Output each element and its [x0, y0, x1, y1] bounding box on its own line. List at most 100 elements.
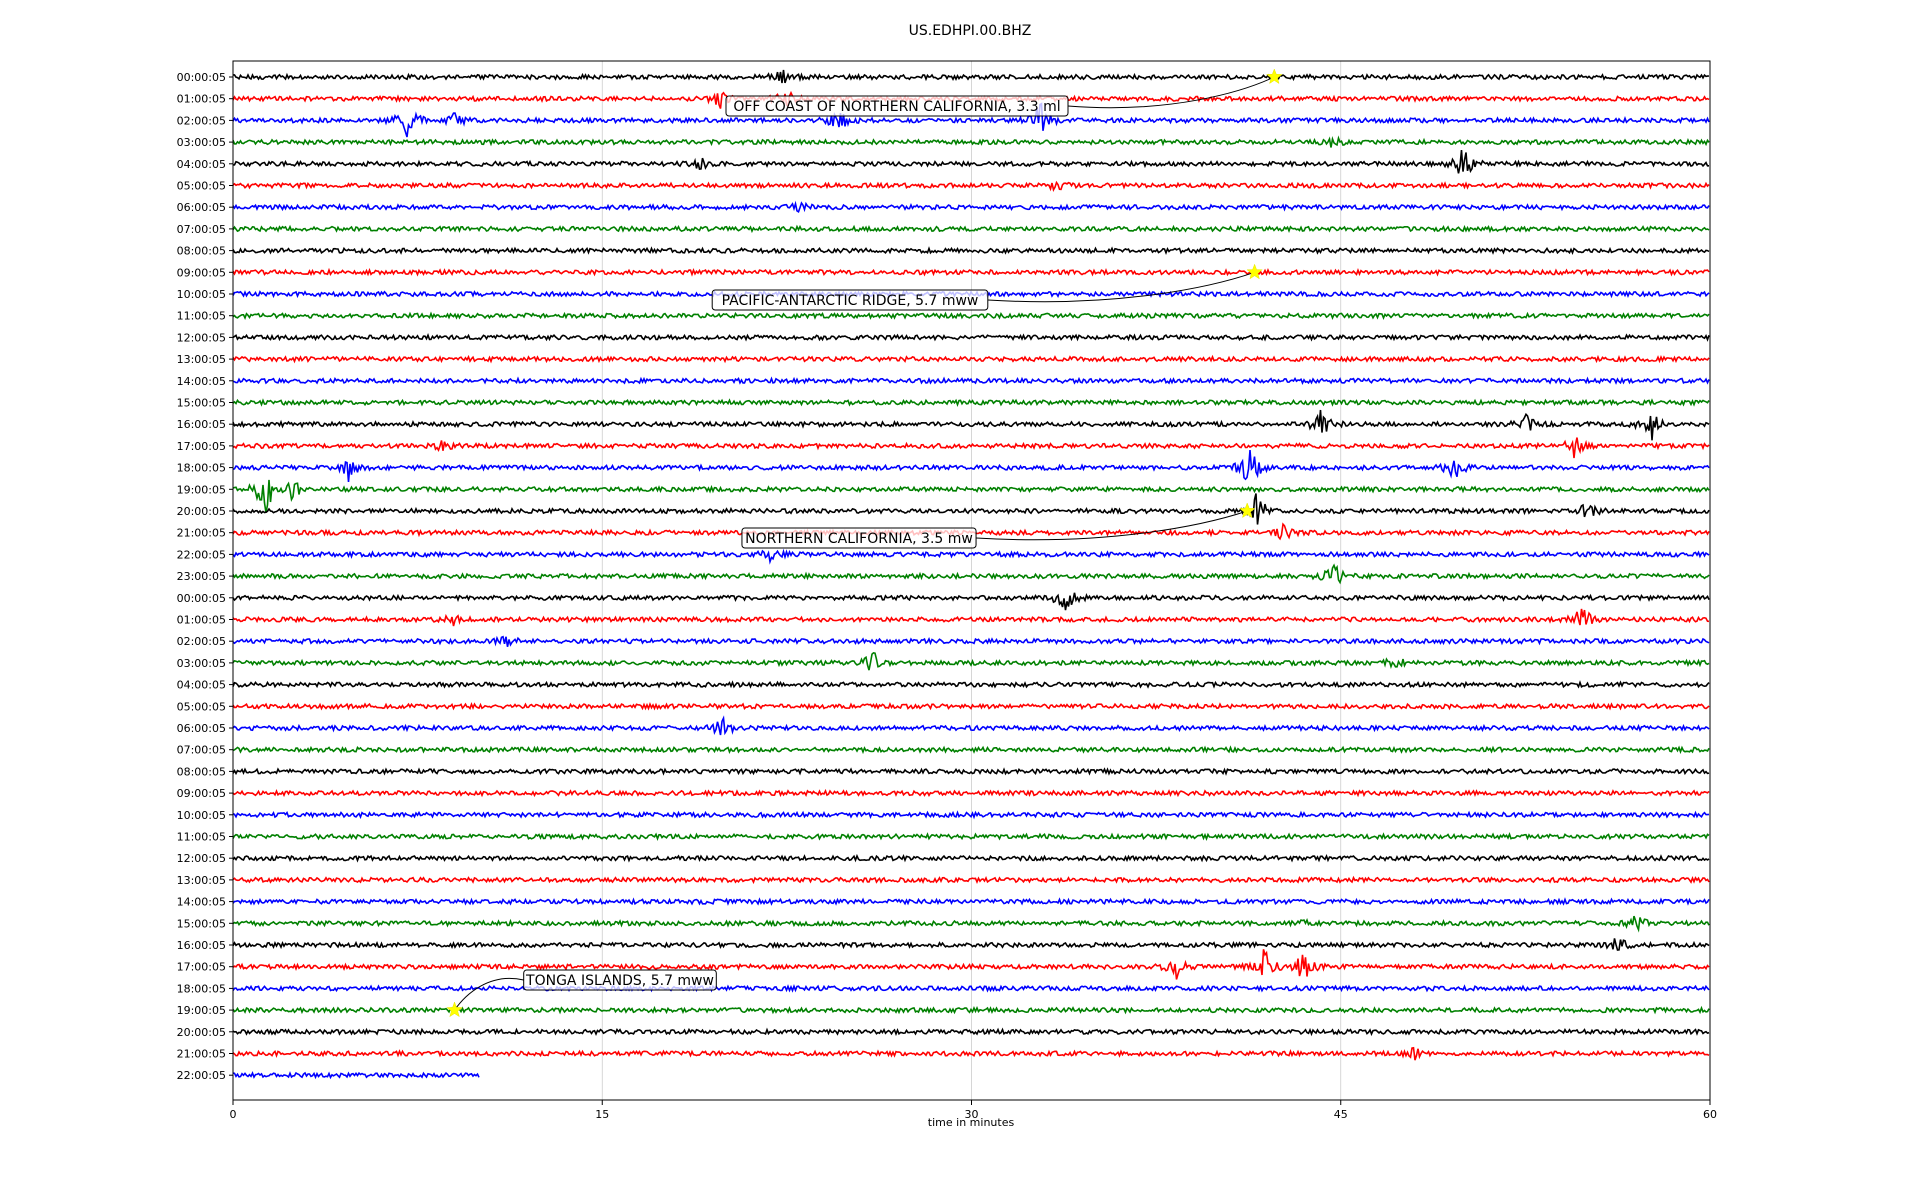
trace-row-46 — [232, 1071, 480, 1080]
trace-row-13 — [232, 354, 1710, 364]
row-label-32: 08:00:05 — [177, 765, 226, 778]
row-label-3: 03:00:05 — [177, 136, 226, 149]
trace-row-29 — [232, 701, 1710, 711]
row-label-22: 22:00:05 — [177, 548, 226, 561]
row-label-27: 03:00:05 — [177, 657, 226, 670]
row-label-40: 16:00:05 — [177, 939, 226, 952]
trace-row-35 — [232, 832, 1710, 842]
trace-row-41 — [232, 949, 1710, 980]
trace-row-43 — [232, 1005, 1710, 1015]
x-axis-ticks: 0 15 30 45 60 — [230, 1100, 1717, 1121]
trace-row-7 — [232, 224, 1710, 234]
annotation-box-0 — [725, 95, 1069, 117]
row-label-28: 04:00:05 — [177, 679, 226, 692]
annotation-box-2 — [741, 527, 977, 549]
trace-row-40 — [232, 938, 1710, 951]
trace-row-31 — [232, 745, 1710, 755]
x-tick-label-15: 15 — [595, 1108, 609, 1121]
row-label-18: 18:00:05 — [177, 462, 226, 475]
x-tick-label-60: 60 — [1703, 1108, 1717, 1121]
row-label-20: 20:00:05 — [177, 505, 226, 518]
trace-row-36 — [232, 853, 1710, 863]
row-label-16: 16:00:05 — [177, 418, 226, 431]
annotation-connector-1 — [987, 271, 1255, 303]
seismic-traces — [232, 69, 1710, 1080]
trace-row-2 — [232, 102, 1710, 138]
trace-row-26 — [232, 635, 1710, 647]
trace-row-37 — [232, 875, 1710, 885]
chart-title: US.EDHPI.00.BHZ — [909, 23, 1032, 39]
trace-row-27 — [232, 652, 1710, 671]
trace-row-0 — [233, 69, 1710, 84]
trace-row-25 — [232, 608, 1710, 627]
row-label-45: 21:00:05 — [177, 1048, 226, 1061]
trace-row-39 — [232, 915, 1710, 933]
row-label-25: 01:00:05 — [177, 614, 226, 627]
row-label-11: 11:00:05 — [177, 310, 226, 323]
row-label-37: 13:00:05 — [177, 874, 226, 887]
row-label-1: 01:00:05 — [177, 93, 226, 106]
trace-row-28 — [232, 680, 1710, 689]
row-label-23: 23:00:05 — [177, 570, 226, 583]
row-label-38: 14:00:05 — [177, 896, 226, 909]
row-label-33: 09:00:05 — [177, 787, 226, 800]
x-tick-label-45: 45 — [1334, 1108, 1348, 1121]
trace-row-11 — [232, 311, 1710, 321]
trace-row-22 — [232, 548, 1710, 565]
event-star-3 — [446, 1001, 463, 1018]
trace-row-6 — [232, 200, 1710, 213]
trace-row-3 — [232, 135, 1710, 148]
row-label-35: 11:00:05 — [177, 831, 226, 844]
trace-row-23 — [232, 563, 1710, 585]
row-label-44: 20:00:05 — [177, 1026, 226, 1039]
row-time-labels: 00:00:05 01:00:05 02:00:05 03:00:05 04:00:05… — [177, 71, 233, 1082]
row-label-7: 07:00:05 — [177, 223, 226, 236]
trace-row-5 — [232, 180, 1710, 192]
trace-row-16 — [232, 409, 1710, 441]
row-label-14: 14:00:05 — [177, 375, 226, 388]
row-label-24: 00:00:05 — [177, 592, 226, 605]
trace-row-30 — [232, 715, 1710, 736]
row-label-21: 21:00:05 — [177, 527, 226, 540]
x-tick-label-30: 30 — [965, 1108, 979, 1121]
row-label-29: 05:00:05 — [177, 700, 226, 713]
annotation-label-0: OFF COAST OF NORTHERN CALIFORNIA, 3.3 ml — [733, 99, 1060, 115]
annotation-label-2: NORTHERN CALIFORNIA, 3.5 mw — [745, 531, 973, 547]
trace-row-34 — [232, 810, 1710, 820]
event-star-1 — [1246, 263, 1263, 280]
row-label-13: 13:00:05 — [177, 353, 226, 366]
row-label-12: 12:00:05 — [177, 331, 226, 344]
annotation-box-3 — [523, 969, 717, 991]
trace-row-12 — [232, 333, 1710, 342]
trace-row-17 — [232, 437, 1710, 459]
row-label-6: 06:00:05 — [177, 201, 226, 214]
row-label-15: 15:00:05 — [177, 397, 226, 410]
trace-row-15 — [232, 398, 1710, 408]
row-label-39: 15:00:05 — [177, 917, 226, 930]
event-star-0 — [1266, 68, 1283, 85]
row-label-36: 12:00:05 — [177, 852, 226, 865]
row-label-34: 10:00:05 — [177, 809, 226, 822]
row-label-30: 06:00:05 — [177, 722, 226, 735]
row-label-31: 07:00:05 — [177, 744, 226, 757]
row-label-19: 19:00:05 — [177, 483, 226, 496]
trace-row-38 — [232, 897, 1710, 906]
annotation-box-1 — [711, 289, 989, 311]
row-label-4: 04:00:05 — [177, 158, 226, 171]
row-label-10: 10:00:05 — [177, 288, 226, 301]
trace-row-8 — [232, 246, 1710, 255]
event-annotations: OFF COAST OF NORTHERN CALIFORNIA, 3.3 ml… — [446, 68, 1283, 1018]
trace-row-20 — [232, 493, 1710, 525]
trace-row-19 — [232, 479, 1710, 513]
trace-row-9 — [232, 267, 1710, 277]
trace-row-42 — [232, 983, 1710, 993]
row-label-42: 18:00:05 — [177, 982, 226, 995]
trace-row-24 — [232, 592, 1710, 611]
annotation-label-3: TONGA ISLANDS, 5.7 mww — [525, 973, 714, 989]
trace-row-18 — [232, 450, 1710, 482]
x-tick-label-0: 0 — [230, 1108, 237, 1121]
trace-row-45 — [232, 1046, 1710, 1061]
row-label-2: 02:00:05 — [177, 114, 226, 127]
row-label-43: 19:00:05 — [177, 1004, 226, 1017]
